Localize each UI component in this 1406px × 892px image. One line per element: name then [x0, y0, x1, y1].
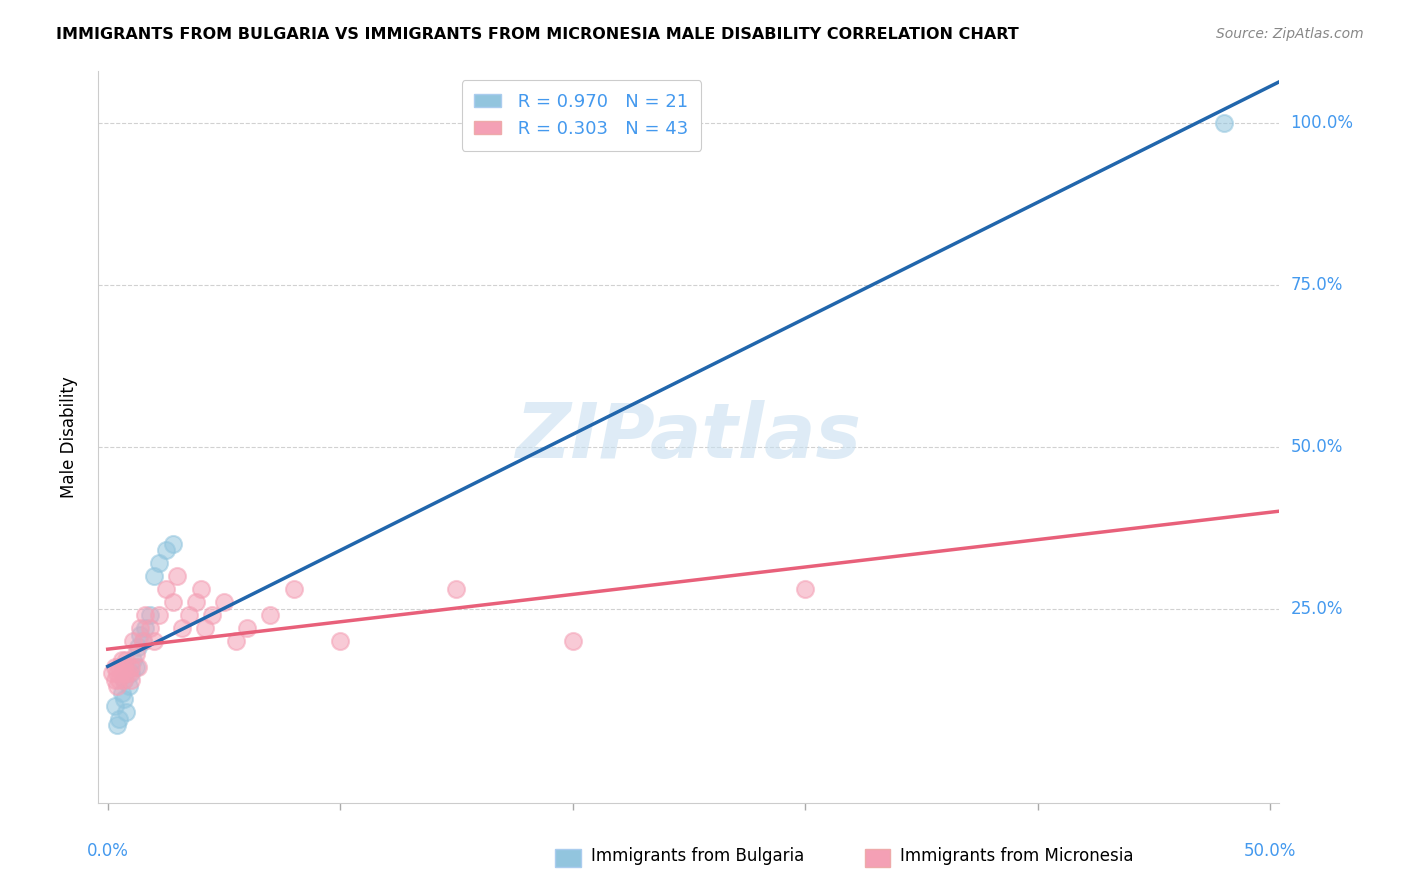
Point [143, 569, 166, 583]
Point [105, 666, 128, 681]
Point [127, 640, 149, 655]
Point [190, 582, 212, 597]
Point [329, 634, 352, 648]
Point [131, 634, 153, 648]
Point [446, 582, 468, 597]
Point [104, 660, 127, 674]
Text: ZIPatlas: ZIPatlas [516, 401, 862, 474]
Text: 50.0%: 50.0% [1244, 842, 1296, 860]
Point [104, 698, 127, 713]
Point [134, 621, 156, 635]
Point [112, 660, 135, 674]
Point [112, 673, 135, 687]
Point [101, 666, 124, 681]
Point [120, 666, 142, 681]
Point [138, 621, 160, 635]
Point [155, 582, 177, 597]
Point [112, 673, 135, 687]
Point [108, 712, 131, 726]
Point [212, 595, 235, 609]
Point [122, 653, 145, 667]
Point [111, 666, 134, 681]
Point [162, 537, 184, 551]
Point [162, 595, 184, 609]
Point [166, 569, 188, 583]
Legend:  R = 0.970   N = 21,  R = 0.303   N = 43: R = 0.970 N = 21, R = 0.303 N = 43 [461, 80, 702, 151]
Point [122, 634, 145, 648]
Point [138, 608, 160, 623]
Point [148, 557, 170, 571]
Point [194, 621, 217, 635]
Point [105, 679, 128, 693]
Point [155, 543, 177, 558]
Point [148, 608, 170, 623]
Point [111, 686, 134, 700]
Point [105, 718, 128, 732]
Point [283, 582, 305, 597]
Point [112, 692, 135, 706]
Point [129, 627, 152, 641]
Text: 100.0%: 100.0% [1291, 114, 1354, 132]
Point [184, 595, 207, 609]
Point [111, 653, 134, 667]
Text: 75.0%: 75.0% [1291, 276, 1343, 294]
Text: 50.0%: 50.0% [1291, 438, 1343, 456]
Point [794, 582, 817, 597]
Text: Immigrants from Micronesia: Immigrants from Micronesia [900, 847, 1133, 865]
Point [225, 634, 247, 648]
Point [124, 660, 146, 674]
Point [561, 634, 583, 648]
Point [104, 673, 127, 687]
Point [108, 673, 131, 687]
Point [117, 666, 139, 681]
Text: Source: ZipAtlas.com: Source: ZipAtlas.com [1216, 27, 1364, 41]
Point [177, 608, 200, 623]
Point [120, 673, 142, 687]
Point [115, 705, 138, 719]
Point [108, 660, 131, 674]
Point [236, 621, 259, 635]
Y-axis label: Male Disability: Male Disability [59, 376, 77, 498]
Point [115, 653, 138, 667]
Point [124, 647, 146, 661]
Point [115, 666, 138, 681]
Text: 25.0%: 25.0% [1291, 599, 1343, 617]
Text: IMMIGRANTS FROM BULGARIA VS IMMIGRANTS FROM MICRONESIA MALE DISABILITY CORRELATI: IMMIGRANTS FROM BULGARIA VS IMMIGRANTS F… [56, 27, 1019, 42]
Point [131, 634, 153, 648]
Point [120, 660, 142, 674]
Point [201, 608, 224, 623]
Point [1212, 116, 1234, 130]
Point [127, 660, 149, 674]
Point [143, 634, 166, 648]
Point [259, 608, 281, 623]
Text: 0.0%: 0.0% [87, 842, 129, 860]
Point [134, 608, 156, 623]
Point [117, 679, 139, 693]
Point [172, 621, 194, 635]
Text: Immigrants from Bulgaria: Immigrants from Bulgaria [591, 847, 804, 865]
Point [129, 621, 152, 635]
